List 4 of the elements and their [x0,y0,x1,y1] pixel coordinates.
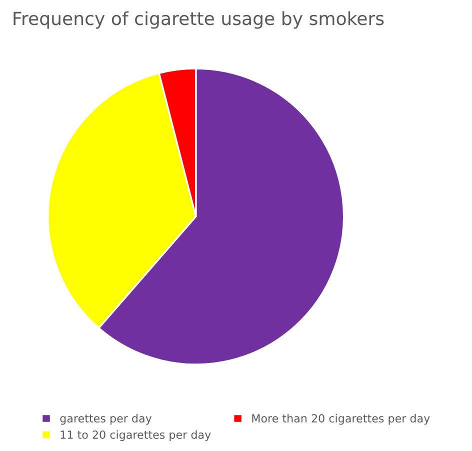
legend-label: 11 to 20 cigarettes per day [60,430,211,441]
chart-title: Frequency of cigarette usage by smokers [14,11,384,29]
legend-label: More than 20 cigarettes per day [252,414,430,425]
legend-label: garettes per day [60,414,152,425]
